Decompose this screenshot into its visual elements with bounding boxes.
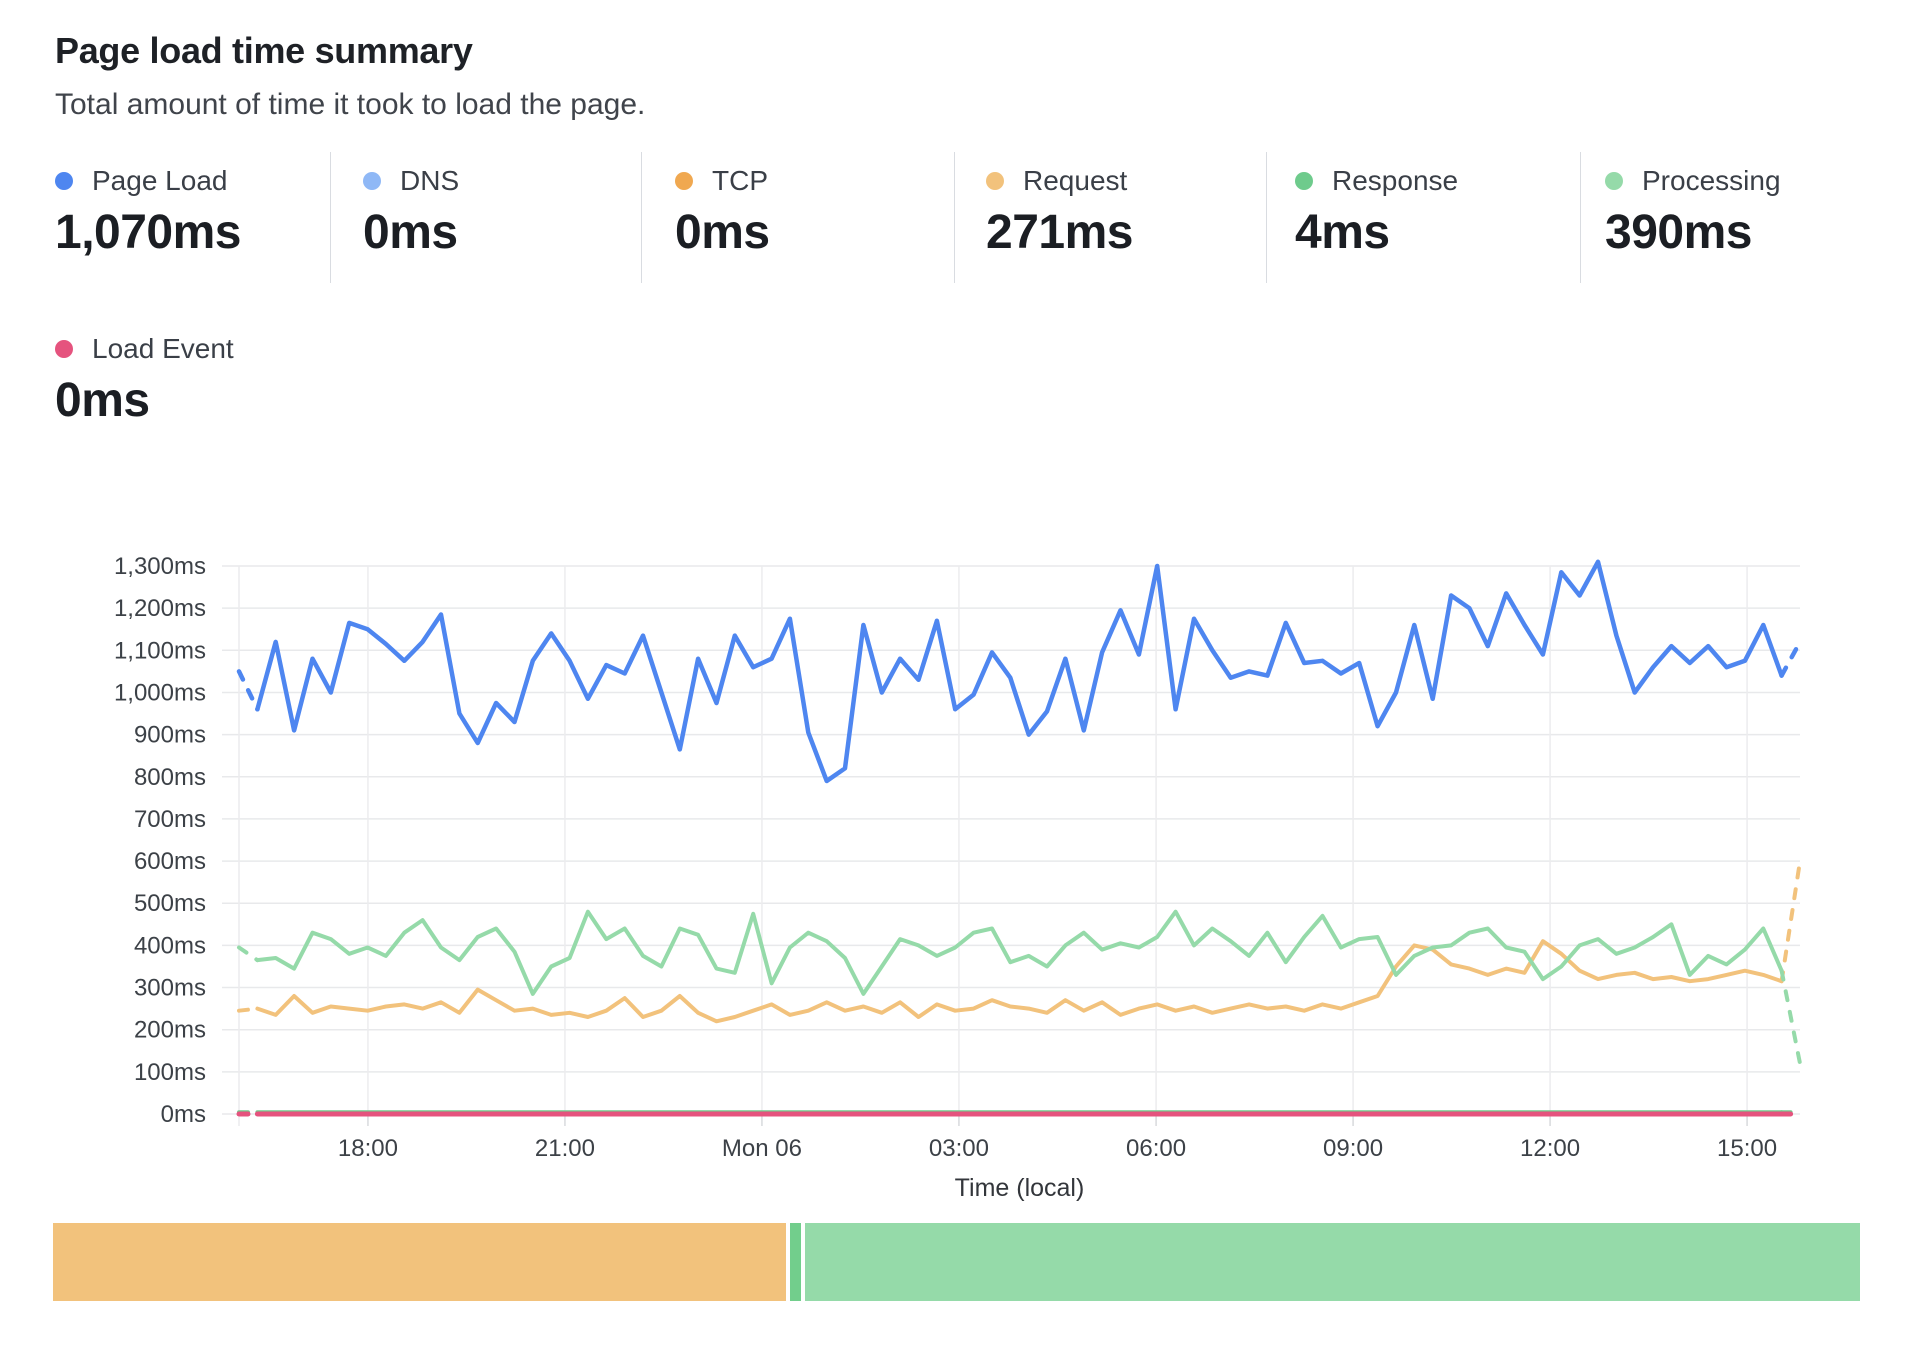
y-axis-tick-label: 1,100ms bbox=[114, 637, 206, 664]
series-line-request bbox=[237, 1006, 260, 1013]
metric-response[interactable]: Response 4ms bbox=[1295, 165, 1545, 259]
series-line-processing bbox=[237, 945, 260, 963]
y-axis-tick-label: 300ms bbox=[134, 975, 206, 1002]
load-bar-segment-request bbox=[53, 1223, 787, 1301]
x-axis-tick-label: 09:00 bbox=[1323, 1135, 1383, 1162]
y-axis-tick-label: 200ms bbox=[134, 1017, 206, 1044]
page-title: Page load time summary bbox=[55, 30, 473, 71]
series-line-processing bbox=[1779, 968, 1802, 1066]
metric-page-load[interactable]: Page Load 1,070ms bbox=[55, 165, 305, 259]
load-bar-segment-response bbox=[790, 1223, 801, 1301]
legend-dot-icon bbox=[55, 172, 73, 190]
metric-label: Response bbox=[1332, 165, 1459, 196]
load-phase-proportion-bar bbox=[53, 1223, 1860, 1301]
metric-label: Page Load bbox=[92, 165, 228, 196]
y-axis-tick-label: 1,300ms bbox=[114, 553, 206, 580]
series-line-processing bbox=[255, 909, 1784, 996]
y-axis-tick-label: 800ms bbox=[134, 764, 206, 791]
y-axis-tick-label: 0ms bbox=[161, 1101, 206, 1128]
column-divider bbox=[641, 152, 642, 283]
metric-label: TCP bbox=[712, 165, 768, 196]
column-divider bbox=[330, 152, 331, 283]
metric-label: Processing bbox=[1642, 165, 1781, 196]
y-axis-tick-label: 1,200ms bbox=[114, 595, 206, 622]
x-axis-tick-label: 18:00 bbox=[338, 1135, 398, 1162]
metric-value: 4ms bbox=[1295, 206, 1390, 259]
legend-dot-icon bbox=[675, 172, 693, 190]
column-divider bbox=[954, 152, 955, 283]
metric-value: 1,070ms bbox=[55, 206, 242, 259]
page-subtitle: Total amount of time it took to load the… bbox=[55, 88, 646, 121]
y-axis-tick-label: 400ms bbox=[134, 932, 206, 959]
column-divider bbox=[1580, 152, 1581, 283]
x-axis-tick-label: Mon 06 bbox=[722, 1135, 802, 1162]
y-axis-tick-label: 100ms bbox=[134, 1059, 206, 1086]
metric-label: DNS bbox=[400, 165, 460, 196]
y-axis-tick-label: 600ms bbox=[134, 848, 206, 875]
series-line-request bbox=[1779, 859, 1802, 984]
metric-value: 0ms bbox=[363, 206, 458, 259]
column-divider bbox=[1266, 152, 1267, 283]
metric-request[interactable]: Request 271ms bbox=[986, 165, 1236, 259]
metric-processing[interactable]: Processing 390ms bbox=[1605, 165, 1855, 259]
metric-label: Load Event bbox=[92, 333, 234, 364]
y-axis-tick-label: 900ms bbox=[134, 722, 206, 749]
metric-value: 390ms bbox=[1605, 206, 1752, 259]
series-line-page-load bbox=[255, 559, 1784, 784]
legend-dot-icon bbox=[55, 340, 73, 358]
y-axis-tick-label: 700ms bbox=[134, 806, 206, 833]
y-axis-tick-label: 1,000ms bbox=[114, 679, 206, 706]
metric-tcp[interactable]: TCP 0ms bbox=[675, 165, 925, 259]
x-axis-tick-label: 06:00 bbox=[1126, 1135, 1186, 1162]
series-line-request bbox=[255, 939, 1784, 1024]
metric-load-event[interactable]: Load Event 0ms bbox=[55, 333, 305, 427]
legend-dot-icon bbox=[1295, 172, 1313, 190]
x-axis-tick-label: 15:00 bbox=[1717, 1135, 1777, 1162]
x-axis-tick-label: 03:00 bbox=[929, 1135, 989, 1162]
legend-dot-icon bbox=[986, 172, 1004, 190]
legend-dot-icon bbox=[1605, 172, 1623, 190]
x-axis-tick-label: 12:00 bbox=[1520, 1135, 1580, 1162]
series-line-page-load bbox=[236, 669, 260, 712]
metric-dns[interactable]: DNS 0ms bbox=[363, 165, 613, 259]
series-line-page-load bbox=[1779, 639, 1803, 678]
x-axis-title: Time (local) bbox=[955, 1174, 1085, 1202]
y-axis-tick-label: 500ms bbox=[134, 890, 206, 917]
load-bar-segment-processing bbox=[804, 1223, 1860, 1301]
metric-label: Request bbox=[1023, 165, 1128, 196]
metric-value: 271ms bbox=[986, 206, 1133, 259]
legend-dot-icon bbox=[363, 172, 381, 190]
x-axis-tick-label: 21:00 bbox=[535, 1135, 595, 1162]
metric-value: 0ms bbox=[675, 206, 770, 259]
metric-value: 0ms bbox=[55, 374, 150, 427]
